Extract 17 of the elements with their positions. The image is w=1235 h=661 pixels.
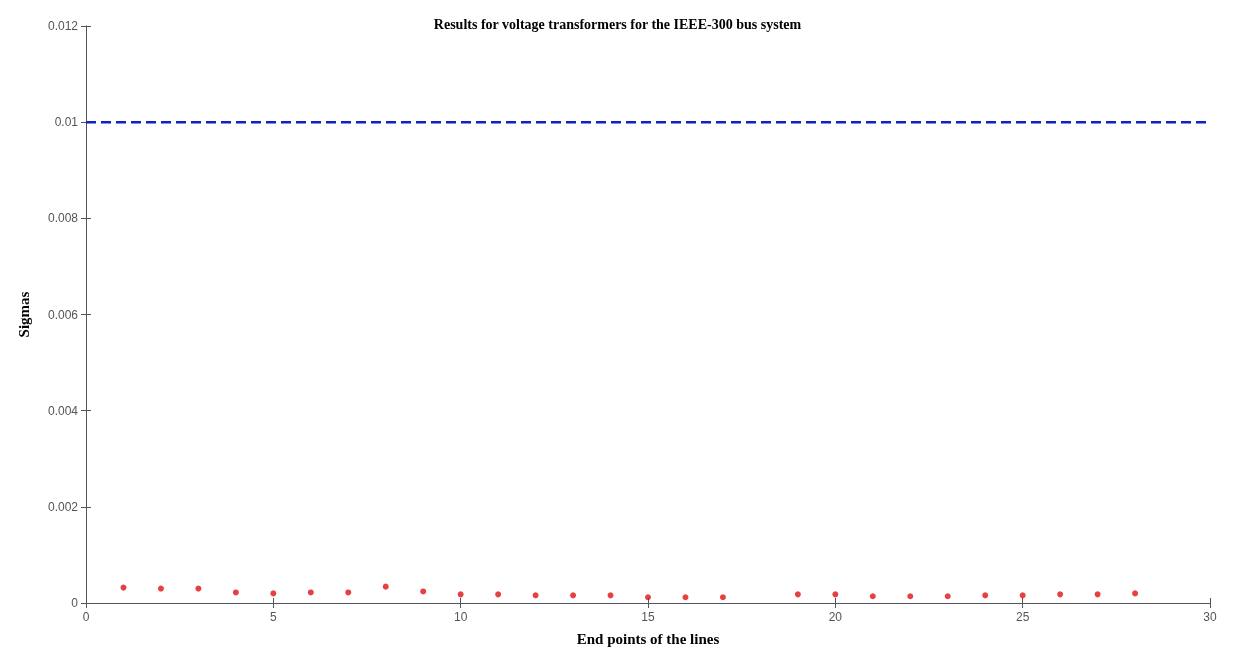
x-tick-label: 20 — [828, 610, 843, 624]
y-tick-label: 0.006 — [47, 307, 79, 322]
y-tick-label: 0.008 — [47, 211, 79, 226]
y-tick-label: 0.004 — [47, 403, 79, 418]
x-axis-title: End points of the lines — [576, 630, 720, 647]
x-tick-label: 5 — [269, 610, 277, 624]
y-axis-title: Sigmas — [15, 291, 32, 338]
x-tick-label: 10 — [453, 610, 468, 624]
y-tick-label: 0.01 — [54, 115, 79, 130]
x-tick-label: 30 — [1203, 610, 1217, 624]
x-tick-label: 0 — [82, 610, 90, 624]
y-tick-label: 0.002 — [47, 499, 79, 514]
x-tick-label: 15 — [641, 610, 655, 624]
y-tick-label: 0 — [71, 596, 79, 610]
x-tick-label: 25 — [1015, 610, 1030, 624]
y-tick-label: 0.012 — [47, 19, 79, 33]
chart-title: Results for voltage transformers for the IEEE-300 bus system — [433, 16, 802, 32]
